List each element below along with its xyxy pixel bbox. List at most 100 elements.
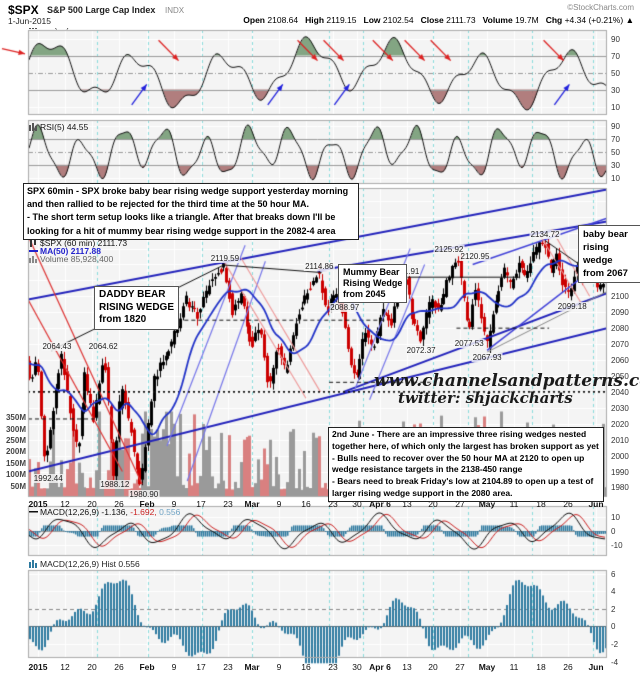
ma-line-icon (29, 250, 38, 252)
macd-hist-axis-label: -4 (611, 657, 619, 667)
chart-header: $SPX S&P 500 Large Cap Index INDX ©Stock… (0, 0, 640, 28)
macd-signal-value: -1.692, (130, 507, 157, 517)
rsi14-axis-label: 10 (611, 102, 620, 112)
date-label: Mar (244, 499, 260, 509)
stockcharts-credit: ©StockCharts.com (567, 3, 634, 12)
price-axis-label: 1990 (611, 467, 629, 477)
price-point-label: 2099.18 (556, 301, 588, 311)
price-axis-label: 2100 (611, 292, 629, 302)
price-point-label: 2064.43 (41, 341, 73, 351)
high-label: High (305, 15, 325, 25)
ma50-legend-text: MA(50) 2117.88 (40, 246, 101, 256)
watermark-twitter: twitter: shjackcharts (398, 389, 573, 407)
date-label: 16 (301, 499, 311, 509)
low-label: Low (363, 15, 381, 25)
date-label: 20 (428, 662, 438, 672)
volume-label: Volume (482, 15, 513, 25)
chg-label: Chg (545, 15, 563, 25)
macd-hist-axis-label: -2 (611, 639, 619, 649)
date-label: Apr 6 (369, 662, 391, 672)
rsi5-axis-label: 90 (611, 122, 620, 132)
commentary-note-1: SPX 60min - SPX broke baby bear rising w… (23, 183, 359, 240)
open-label: Open (243, 15, 266, 25)
price-point-label: 2088.97 (329, 303, 361, 313)
date-label: 20 (87, 662, 97, 672)
price-axis-label: 2010 (611, 435, 629, 445)
date-label: May (478, 662, 496, 672)
price-point-label: 1980.90 (128, 489, 160, 499)
macd-hist-legend-text: MACD(12,26,9) Hist 0.556 (40, 559, 140, 569)
candlestick-icon (29, 238, 38, 249)
volume-bars-icon (29, 254, 38, 265)
date-label: 30 (352, 499, 362, 509)
date-label: 11 (509, 662, 519, 672)
macd-line-icon (29, 507, 38, 518)
date-label: 18 (536, 499, 546, 509)
date-label: 9 (171, 499, 177, 509)
date-label: 18 (536, 662, 546, 672)
ma50-legend: MA(50) 2117.88 (29, 246, 101, 256)
date-label: 9 (276, 662, 282, 672)
volume-axis-label: 200M (5, 447, 26, 457)
date-label: 23 (223, 499, 233, 509)
date-label: 2015 (28, 662, 48, 672)
date-label: 9 (276, 499, 282, 509)
date-label: 12 (60, 662, 70, 672)
macd-hist-axis-label: 0 (611, 622, 616, 632)
date-label: 27 (455, 662, 465, 672)
low-value: 2102.54 (382, 15, 414, 25)
date-label: 13 (402, 499, 412, 509)
date-label: 27 (455, 499, 465, 509)
price-axis-label: 2050 (611, 371, 629, 381)
date-label: 17 (196, 662, 206, 672)
volume-axis-label: 350M (5, 413, 26, 423)
volume-value: 19.7M (515, 15, 539, 25)
date-label: 17 (196, 499, 206, 509)
rsi5-axis-label: 30 (611, 160, 620, 170)
price-point-label: 1992.44 (32, 473, 64, 483)
macd-hist-legend: MACD(12,26,9) Hist 0.556 (29, 559, 140, 570)
close-label: Close (420, 15, 444, 25)
date-label: 12 (60, 499, 70, 509)
price-point-label: 2067.93 (471, 352, 503, 362)
commentary-note-2: 2nd June - There are an impressive three… (328, 427, 604, 502)
indicator-icon (29, 122, 38, 133)
price-axis-label: 2080 (611, 324, 629, 334)
chart-date: 1-Jun-2015 (8, 16, 52, 26)
price-axis-label: 2060 (611, 356, 629, 366)
macd-axis-label: 0 (611, 527, 616, 536)
price-axis-label: 2030 (611, 403, 629, 413)
date-label: 23 (328, 499, 338, 509)
date-label: 26 (114, 662, 124, 672)
price-axis-label: 2070 (611, 340, 629, 350)
macd-hist-axis-label: 4 (611, 587, 616, 597)
date-label: 20 (87, 499, 97, 509)
spx-legend: $SPX (60 min) 2111.73 (29, 238, 127, 249)
date-label: 23 (223, 662, 233, 672)
rsi5-axis-label: 50 (611, 148, 620, 157)
daddy-bear-wedge-label: DADDY BEAR RISING WEDGE from 1820 (94, 286, 180, 330)
macd-legend: MACD(12,26,9) -1.136, -1.692, 0.556 (29, 507, 180, 518)
volume-legend-text: Volume 85,928,400 (40, 254, 114, 264)
histogram-icon (29, 559, 38, 570)
mummy-bear-wedge-label: Mummy Bear Rising Wedge from 2045 (338, 264, 408, 303)
price-point-label: 1988.12 (99, 480, 131, 490)
exchange: INDX (165, 6, 185, 15)
price-point-label: 2077.53 (453, 338, 485, 348)
rsi5-legend: RSI(5) 44.55 (29, 122, 88, 133)
date-label: 2015 (28, 499, 48, 509)
date-label: 9 (171, 662, 177, 672)
date-label: 20 (428, 499, 438, 509)
price-axis-label: 2020 (611, 419, 629, 429)
date-label: Jun (588, 499, 604, 509)
baby-bear-wedge-label: baby bear rising wedge from 2067 (578, 225, 640, 283)
volume-axis-label: 250M (5, 436, 26, 445)
price-point-label: 2120.95 (459, 252, 491, 262)
chg-value: +4.34 (+0.21%) (564, 15, 624, 25)
date-label: 26 (563, 662, 573, 672)
quote-line: Open 2108.64 High 2119.15 Low 2102.54 Close… (236, 15, 634, 25)
price-point-label: 2072.37 (405, 346, 437, 356)
date-label: 30 (352, 662, 362, 672)
date-label: Jun (588, 662, 604, 672)
